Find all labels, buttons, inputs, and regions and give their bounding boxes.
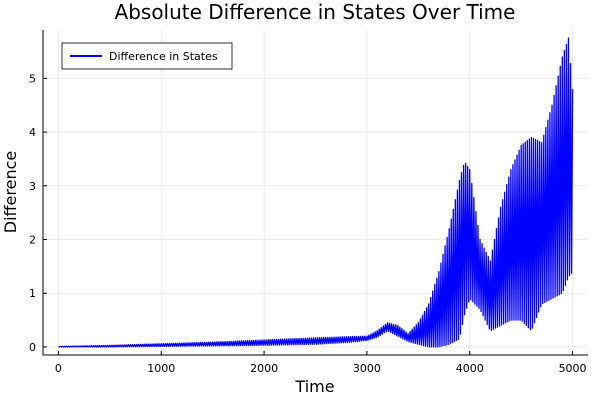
x-tick-label: 4000: [456, 362, 484, 375]
y-axis-label: Difference: [1, 151, 20, 233]
y-tick-label: 2: [29, 234, 36, 247]
y-tick-label: 4: [29, 126, 36, 139]
axes: [42, 30, 588, 356]
series-layer: [58, 37, 574, 348]
legend: Difference in States: [61, 42, 233, 70]
y-tick-label: 0: [29, 341, 36, 354]
chart-title: Absolute Difference in States Over Time: [115, 0, 516, 24]
y-tick-label: 1: [29, 287, 36, 300]
grid: [43, 30, 588, 355]
x-tick-label: 0: [55, 362, 62, 375]
legend-label: Difference in States: [109, 50, 218, 63]
y-ticks: 0 1 2 3 4 5: [29, 72, 47, 354]
y-tick-label: 3: [29, 180, 36, 193]
x-tick-label: 1000: [147, 362, 175, 375]
y-tick-label: 5: [29, 72, 36, 85]
x-tick-label: 3000: [353, 362, 381, 375]
x-tick-label: 5000: [559, 362, 587, 375]
x-tick-label: 2000: [250, 362, 278, 375]
x-ticks: 0 1000 2000 3000 4000 5000: [55, 351, 587, 375]
series-line-0: [58, 37, 574, 348]
x-axis-label: Time: [294, 377, 334, 396]
